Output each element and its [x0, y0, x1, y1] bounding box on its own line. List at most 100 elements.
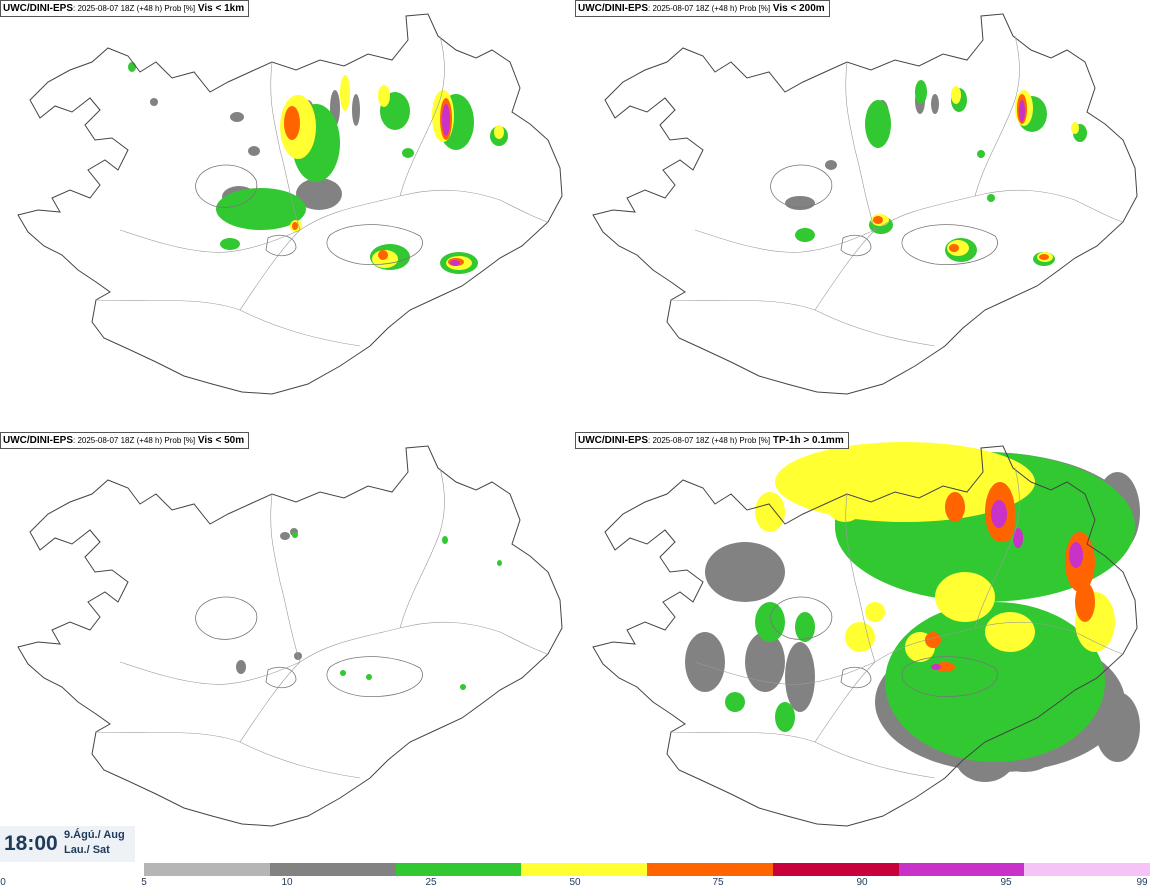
probability-contour [284, 106, 300, 140]
probability-contour [1069, 542, 1083, 568]
probability-contour [442, 104, 450, 136]
road-line [694, 229, 876, 253]
probability-contour [995, 672, 1035, 712]
coastline [592, 445, 1138, 827]
colorbar-tick: 50 [569, 877, 581, 888]
probability-contour [705, 542, 785, 602]
colorbar-segment [898, 863, 1025, 876]
probability-contour [497, 560, 502, 566]
probability-contour [340, 75, 350, 111]
probability-contour [725, 692, 745, 712]
probability-contour [150, 98, 158, 106]
probability-contour [795, 228, 815, 242]
glacier-outline [326, 224, 423, 266]
probability-contour [402, 148, 414, 158]
road-line [814, 621, 1124, 743]
glacier-outline [770, 596, 833, 640]
glacier-outline [840, 666, 872, 689]
colorbar-segment [269, 863, 396, 876]
vis-50m-map-panel: UWC/DINI-EPS: 2025-08-07 18Z (+48 h) Pro… [0, 432, 575, 864]
probability-contour [755, 492, 785, 532]
model-name: UWC/DINI-EPS [578, 3, 648, 14]
probability-layer [795, 80, 1087, 266]
road-line [670, 731, 936, 779]
colorbar-segment [395, 863, 522, 876]
probability-contour [987, 194, 995, 202]
probability-contour [1045, 652, 1085, 732]
parameter-name: Vis < 200m [772, 3, 825, 14]
colorbar-tick: 0 [0, 877, 6, 888]
probability-contour [685, 632, 725, 692]
glacier-outline [195, 596, 258, 640]
road-line [694, 661, 876, 685]
probability-contour [216, 188, 306, 230]
probability-layer [442, 104, 460, 266]
road-line [670, 299, 936, 347]
road-line [974, 467, 1020, 629]
probability-contour [865, 100, 891, 148]
road-line [845, 61, 876, 231]
road-line [239, 621, 549, 743]
probability-contour [340, 670, 346, 676]
parameter-name: TP-1h > 0.1mm [772, 435, 844, 446]
colorbar-tick: 5 [141, 877, 147, 888]
probability-contour [296, 178, 342, 210]
probability-contour [280, 532, 290, 540]
probability-contour [128, 62, 136, 72]
probability-contour [825, 160, 837, 170]
road-line [119, 229, 301, 253]
road-line [399, 467, 445, 629]
colorbar-segment [144, 863, 270, 876]
probability-layer [931, 500, 1083, 670]
probability-layer [871, 86, 1079, 262]
probability-contour [931, 94, 939, 114]
probability-contour [292, 222, 298, 230]
probability-contour [220, 238, 240, 250]
iceland-map [17, 13, 563, 395]
run-info: : 2025-08-07 18Z (+48 h) Prob [%] [73, 436, 196, 445]
glacier-outline [265, 666, 297, 689]
valid-time: 18:00 [4, 832, 58, 855]
precip-1h-map-panel: UWC/DINI-EPS: 2025-08-07 18Z (+48 h) Pro… [575, 432, 1150, 864]
probability-layer [1019, 100, 1025, 122]
glacier-outline [840, 234, 872, 257]
road-line [270, 493, 301, 663]
vis-1km-map-panel: UWC/DINI-EPS: 2025-08-07 18Z (+48 h) Pro… [0, 0, 575, 432]
valid-time-box: 18:00 9.Ágú./ Aug Lau./ Sat [0, 826, 135, 862]
colorbar-segment [1024, 863, 1150, 876]
glacier-outline [901, 224, 998, 266]
probability-contour [935, 572, 995, 622]
glacier-outline [265, 234, 297, 257]
probability-contour [945, 492, 965, 522]
parameter-name: Vis < 1km [197, 3, 245, 14]
probability-contour [951, 86, 961, 104]
probability-contour [1039, 254, 1049, 260]
probability-contour [230, 112, 244, 122]
run-info: : 2025-08-07 18Z (+48 h) Prob [%] [73, 4, 196, 13]
probability-contour [1019, 100, 1025, 122]
probability-contour [873, 216, 883, 224]
probability-contour [450, 260, 460, 266]
vis-200m-map-panel: UWC/DINI-EPS: 2025-08-07 18Z (+48 h) Pro… [575, 0, 1150, 432]
colorbar-tick: 99 [1136, 877, 1148, 888]
colorbar-tick: 75 [712, 877, 724, 888]
valid-date: 9.Ágú./ Aug [64, 829, 125, 841]
road-line [974, 35, 1020, 197]
probability-contour [292, 532, 298, 538]
probability-contour [1075, 582, 1095, 622]
valid-weekday: Lau./ Sat [64, 844, 110, 856]
colorbar-tick: 90 [856, 877, 868, 888]
glacier-outline [770, 164, 833, 208]
colorbar-tick: 95 [1000, 877, 1012, 888]
model-name: UWC/DINI-EPS [578, 435, 648, 446]
probability-contour [755, 602, 785, 642]
road-line [399, 35, 445, 197]
model-name: UWC/DINI-EPS [3, 3, 73, 14]
colorbar-tick: 10 [281, 877, 293, 888]
probability-contour [925, 632, 941, 648]
probability-contour [845, 622, 875, 652]
run-info: : 2025-08-07 18Z (+48 h) Prob [%] [648, 436, 771, 445]
probability-contour [775, 702, 795, 732]
road-line [95, 731, 361, 779]
probability-contour [977, 150, 985, 158]
